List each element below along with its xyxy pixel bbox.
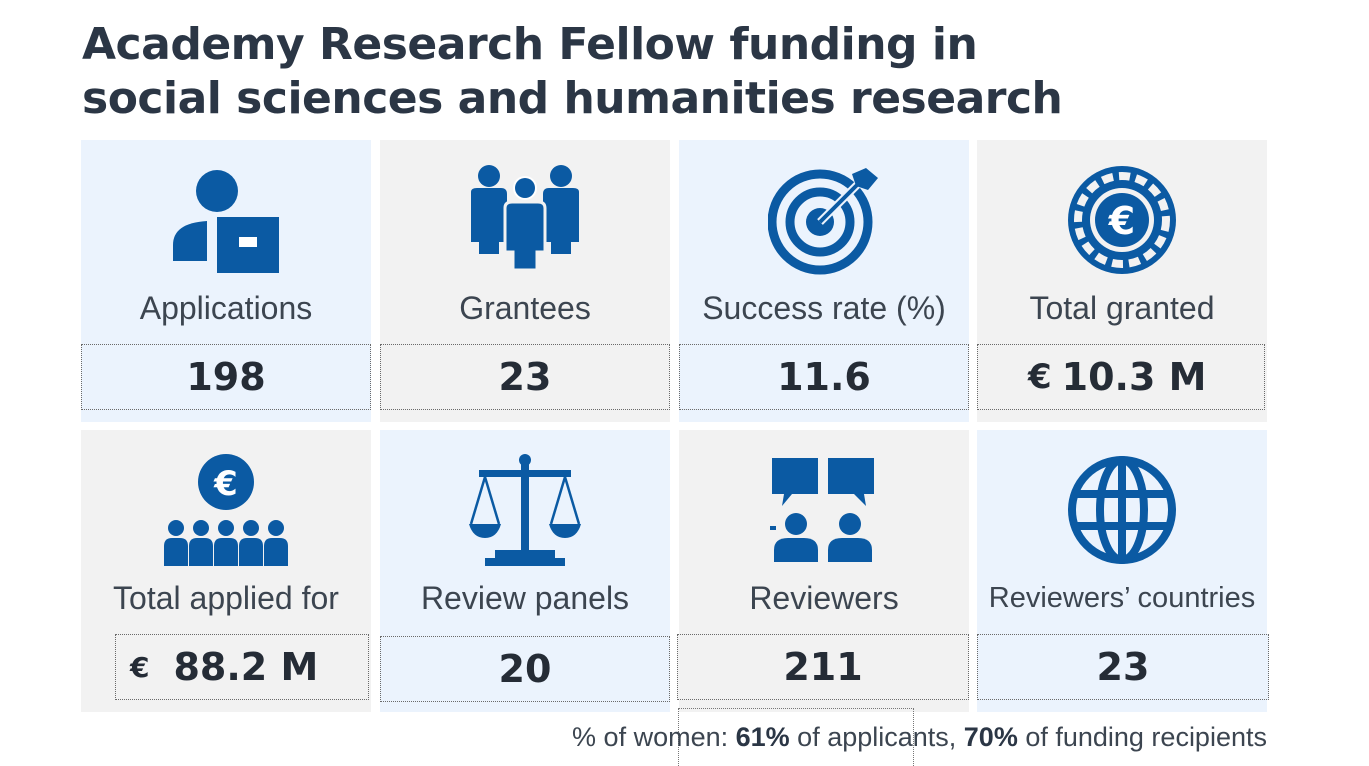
title-line-2: social sciences and humanities research [82,73,1063,124]
card-value: 20 [498,647,552,691]
value-applications: 198 [81,344,371,410]
card-label: Total granted [1029,290,1215,326]
card-value: 88.2 M [173,645,319,689]
euro-people-icon: € [81,452,371,567]
value-grantees: 23 [380,344,670,410]
globe-icon [977,452,1267,567]
footer-divider [678,708,914,766]
card-value: 211 [783,645,863,689]
group-icon [380,162,670,277]
value-success-rate: 11.6 [679,344,969,410]
card-label: Reviewers’ countries [988,582,1256,614]
scales-icon [380,452,670,567]
currency-symbol: € [1028,357,1052,397]
value-total-applied: € 88.2 M [115,634,369,700]
card-value: 10.3 M [1061,355,1207,399]
applicants-percentage: 61% [735,722,790,752]
svg-text:€: € [213,464,238,504]
recipients-percentage: 70% [963,722,1018,752]
title-line-1: Academy Research Fellow funding in [82,19,978,70]
card-value: 198 [186,355,266,399]
card-label: Reviewers [749,580,899,616]
footer-recipients-text: of funding recipients [1017,722,1267,752]
target-icon [679,162,969,277]
card-label: Grantees [459,290,591,326]
card-label: Review panels [420,580,630,616]
women-share-note: % of women: 61% of applicants, 70% of fu… [572,722,1267,753]
card-value: 23 [498,355,552,399]
discussion-icon [679,452,969,567]
svg-text:€: € [1108,199,1135,243]
footer-prefix: % of women: [572,722,736,752]
card-label: Success rate (%) [702,290,946,326]
footer-applicants-text: of applicants, [789,722,964,752]
card-label: Applications [139,290,313,326]
euro-coin-icon: € [977,162,1267,277]
value-reviewers-countries: 23 [977,634,1269,700]
value-reviewers: 211 [677,634,969,700]
applicant-icon [81,162,371,277]
card-label: Total applied for [113,580,339,616]
card-value: 11.6 [777,355,871,399]
card-value: 23 [1096,645,1150,689]
currency-symbol: € [130,650,150,684]
value-review-panels: 20 [380,636,670,702]
value-total-granted: € 10.3 M [977,344,1265,410]
page-title: Academy Research Fellow funding in socia… [82,18,1182,126]
